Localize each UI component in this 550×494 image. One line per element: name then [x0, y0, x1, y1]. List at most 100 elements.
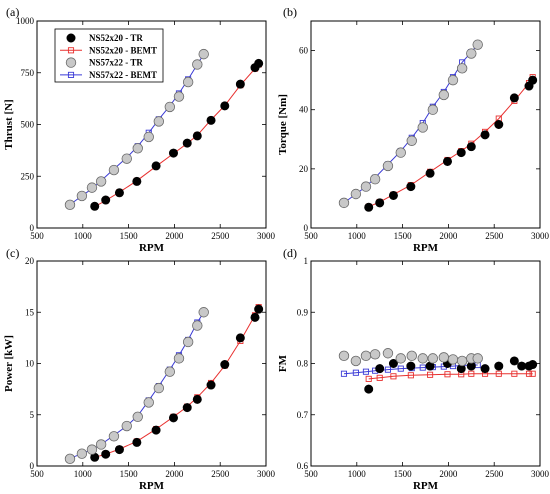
data-point-bemt52 — [390, 373, 397, 380]
data-point-tr52 — [375, 198, 385, 208]
legend-entry-tr52: NS52x20 - TR — [66, 33, 143, 43]
series-bemt52 — [365, 370, 536, 382]
y-tick-label: 15 — [25, 307, 35, 317]
data-point-bemt57 — [352, 369, 359, 376]
series-line-bemt52 — [94, 306, 260, 458]
data-point-tr52 — [406, 361, 416, 371]
data-point-tr52 — [151, 161, 161, 171]
y-tick-label: 20 — [299, 164, 309, 174]
data-point-tr57 — [369, 174, 381, 185]
legend-label: NS57x22 - TR — [89, 58, 143, 68]
data-point-tr52 — [250, 312, 260, 322]
data-point-tr57 — [153, 116, 165, 127]
y-tick-label: 0.8 — [297, 359, 309, 369]
legend-marker — [67, 47, 75, 54]
x-tick-label: 1500 — [394, 231, 413, 241]
legend-entry-bemt57: NS57x22 - BEMT — [60, 70, 157, 80]
data-point-tr57 — [164, 366, 176, 377]
data-point-tr52 — [375, 364, 385, 374]
y-tick-label: 20 — [25, 256, 35, 266]
data-point-tr57 — [438, 352, 450, 363]
data-point-tr57 — [192, 59, 203, 70]
data-point-tr52 — [528, 75, 538, 85]
chart-panel-3: 500 1000 1500 2000 2500 3000 0 5 10 15 20 RPM Power … — [3, 246, 276, 492]
data-point-tr52 — [254, 58, 264, 68]
chart-panel-1: 500 1000 1500 2000 2500 3000 0 250 500 750 1000 RPM… — [3, 5, 276, 254]
x-tick-label: 2500 — [485, 469, 504, 479]
y-axis-label: Power [kW] — [3, 335, 15, 392]
data-point-tr57 — [182, 336, 194, 348]
y-axis-label: FM — [277, 354, 289, 372]
series-line-bemt57 — [69, 312, 205, 459]
data-point-tr52 — [235, 333, 245, 343]
chart-panel-2: 500 1000 1500 2000 2500 3000 0 20 40 60 RPM Torque … — [277, 5, 550, 254]
data-point-tr52 — [509, 93, 519, 103]
y-tick-label: 0 — [30, 223, 35, 233]
y-tick-label: 5 — [30, 410, 35, 420]
legend-marker — [67, 71, 75, 78]
data-point-tr57 — [64, 199, 76, 211]
x-tick-label: 2000 — [439, 231, 458, 241]
data-point-tr57 — [447, 354, 459, 365]
data-point-bemt52 — [525, 370, 533, 377]
chart-panel-4: 500 1000 1500 2000 2500 3000 0.6 0.7 0.8 0.9 1 RPM F… — [277, 246, 550, 492]
x-axis-label: RPM — [413, 242, 439, 254]
x-tick-label: 1000 — [348, 231, 367, 241]
x-axis-label: RPM — [139, 480, 165, 492]
x-axis-label: RPM — [413, 480, 439, 492]
x-axis-label: RPM — [139, 242, 165, 254]
legend-marker — [66, 33, 76, 43]
data-point-tr52 — [192, 131, 202, 141]
y-tick-label: 1 — [304, 256, 309, 266]
legend-label: NS57x22 - BEMT — [89, 70, 157, 80]
data-point-tr52 — [442, 156, 452, 166]
series-line-bemt52 — [368, 76, 534, 208]
data-point-tr52 — [101, 195, 111, 205]
y-tick-label: 40 — [299, 105, 309, 115]
data-point-bemt52 — [365, 375, 372, 382]
data-point-tr57 — [382, 160, 394, 172]
data-point-tr52 — [494, 120, 504, 130]
data-point-bemt57 — [419, 364, 426, 371]
plot-frame — [36, 260, 267, 467]
data-point-tr57 — [95, 439, 107, 450]
data-point-tr52 — [192, 394, 202, 404]
data-point-tr52 — [220, 360, 230, 370]
plot-frame — [310, 260, 541, 467]
data-point-tr57 — [108, 431, 120, 442]
data-point-tr52 — [456, 148, 466, 158]
data-point-tr57 — [472, 353, 483, 364]
data-point-tr52 — [254, 304, 264, 314]
y-tick-label: 0.7 — [297, 410, 309, 420]
x-tick-label: 1500 — [120, 231, 139, 241]
series-tr57 — [338, 348, 483, 367]
y-tick-label: 750 — [21, 68, 35, 78]
x-tick-label: 3000 — [257, 469, 276, 479]
data-point-tr52 — [528, 360, 538, 370]
legend-entry-bemt52: NS52x20 - BEMT — [60, 45, 157, 55]
data-point-tr52 — [220, 101, 230, 111]
data-point-tr52 — [364, 202, 374, 212]
data-point-tr52 — [494, 361, 504, 371]
legend-entry-tr57: NS57x22 - TR — [65, 57, 143, 68]
data-point-tr52 — [90, 201, 100, 211]
series-line-bemt52 — [94, 64, 260, 208]
data-point-bemt52 — [511, 370, 518, 377]
x-tick-label: 500 — [304, 469, 318, 479]
data-point-tr57 — [427, 353, 439, 364]
y-tick-label: 250 — [21, 171, 35, 181]
series-tr57 — [64, 307, 209, 465]
y-tick-label: 0.6 — [297, 461, 309, 471]
data-point-bemt52 — [444, 371, 451, 378]
data-point-tr57 — [132, 411, 143, 423]
x-tick-label: 2500 — [211, 231, 230, 241]
data-point-tr52 — [132, 176, 142, 186]
data-point-tr57 — [456, 355, 468, 367]
data-point-tr57 — [350, 188, 362, 200]
panel-label: (a) — [6, 5, 19, 19]
data-point-tr52 — [466, 142, 476, 152]
y-tick-label: 10 — [25, 359, 35, 369]
data-point-tr57 — [153, 382, 165, 394]
data-point-tr57 — [447, 74, 459, 86]
data-point-tr52 — [182, 403, 192, 413]
